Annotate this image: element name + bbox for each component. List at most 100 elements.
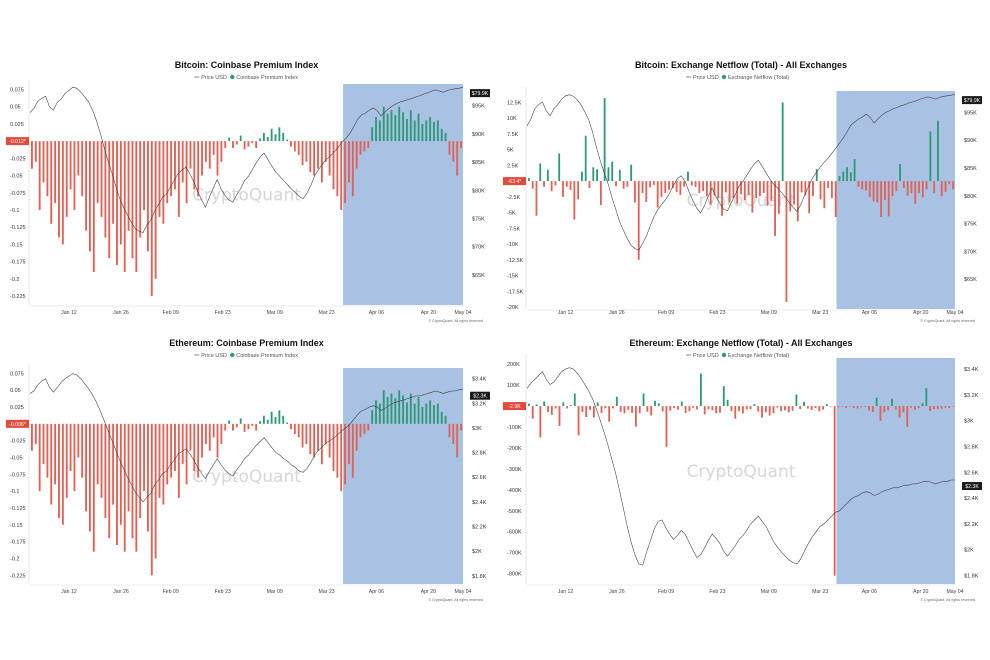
bar (717, 181, 720, 199)
bar (112, 423, 115, 505)
chart-panel-1: CryptoQuant Bitcoin: Exchange Netflow (To… (503, 60, 982, 323)
y-tick-label: -0.225 (10, 294, 26, 300)
bar (127, 141, 130, 231)
bar (719, 406, 721, 413)
bar (612, 406, 614, 409)
watermark: CryptoQuant (192, 467, 301, 487)
bar (688, 406, 691, 412)
y-tick-label: -17.5K (507, 289, 524, 295)
y-tick-label: 7.5K (507, 132, 519, 138)
bar (762, 181, 765, 194)
bar (918, 181, 920, 194)
highlight-region (836, 358, 955, 584)
bar (722, 386, 725, 407)
y-tick-label: -0.2 (10, 556, 19, 562)
bar (88, 141, 91, 252)
bar (394, 114, 397, 142)
bar (340, 423, 343, 492)
bar (174, 141, 176, 190)
bar (539, 163, 542, 182)
bar (77, 423, 80, 458)
bar (189, 141, 192, 169)
bar (456, 423, 459, 458)
y-tick-label: -2.5K (507, 195, 520, 201)
bar (204, 141, 207, 162)
bar (865, 181, 867, 191)
watermark: CryptoQuant (192, 186, 301, 206)
bar (417, 396, 420, 424)
bar (116, 423, 118, 545)
y2-tick-label: $2.8K (472, 451, 487, 457)
bar (402, 112, 405, 142)
bar (251, 141, 254, 144)
y-tick-label: -0.05 (10, 174, 23, 180)
bar (764, 406, 767, 413)
bar (460, 141, 462, 148)
y-tick-label: 10K (507, 116, 517, 122)
bar (664, 181, 667, 194)
x-tick-label: Apr 20 (913, 310, 928, 316)
bar (259, 138, 261, 142)
bar (846, 167, 848, 182)
bar (54, 141, 57, 204)
bar (933, 181, 936, 194)
price-line (526, 93, 956, 251)
bar (738, 406, 741, 412)
bar (154, 141, 157, 279)
bar (656, 181, 659, 208)
bar (902, 181, 905, 189)
bar (933, 406, 935, 410)
x-tick-label: May 04 (454, 310, 471, 316)
bar (650, 406, 653, 416)
bar (429, 400, 432, 424)
bar (301, 141, 304, 166)
bar (320, 423, 323, 465)
bar (860, 406, 863, 408)
bar (761, 406, 763, 418)
bar (527, 403, 530, 407)
bar (581, 171, 583, 182)
bar (753, 404, 756, 407)
legend-bars-label: Coinbase Premium Index (236, 353, 298, 359)
bar (815, 169, 818, 182)
bar (193, 423, 196, 471)
x-tick-label: Jan 12 (558, 310, 574, 316)
y2-tick-label: $95K (472, 104, 485, 110)
bar (740, 181, 742, 195)
bar (902, 406, 905, 413)
bar (527, 177, 530, 182)
y-tick-label: 0.075 (10, 371, 24, 377)
bar (936, 406, 939, 410)
bar (879, 406, 882, 421)
bar (212, 423, 215, 438)
bar (421, 123, 424, 142)
y-tick-label: -15K (507, 274, 519, 280)
bar (73, 141, 76, 210)
bar (898, 406, 901, 418)
bar (92, 423, 95, 552)
bar (806, 406, 809, 409)
bar (795, 394, 798, 407)
bar (197, 423, 200, 478)
bar (592, 406, 595, 418)
bar (375, 400, 377, 424)
legend-bars-swatch (230, 352, 235, 358)
y2-tick-label: $95K (964, 110, 977, 116)
x-tick-label: Feb 09 (658, 589, 674, 595)
bar (139, 141, 142, 238)
bar (913, 406, 916, 410)
y-tick-label: 12.5K (507, 100, 522, 106)
y2-tick-label: $3.2K (472, 401, 487, 407)
bar (626, 181, 629, 187)
bar (638, 406, 641, 414)
y2-tick-label: $90K (472, 132, 485, 138)
bar (406, 119, 408, 142)
bar (796, 181, 799, 222)
bar (838, 176, 841, 182)
bar (324, 141, 327, 162)
y2-tick-label: $3.4K (964, 367, 979, 373)
y2-tick-label: $85K (472, 160, 485, 166)
bar (440, 411, 443, 424)
bar (378, 120, 381, 142)
bar (201, 423, 203, 458)
